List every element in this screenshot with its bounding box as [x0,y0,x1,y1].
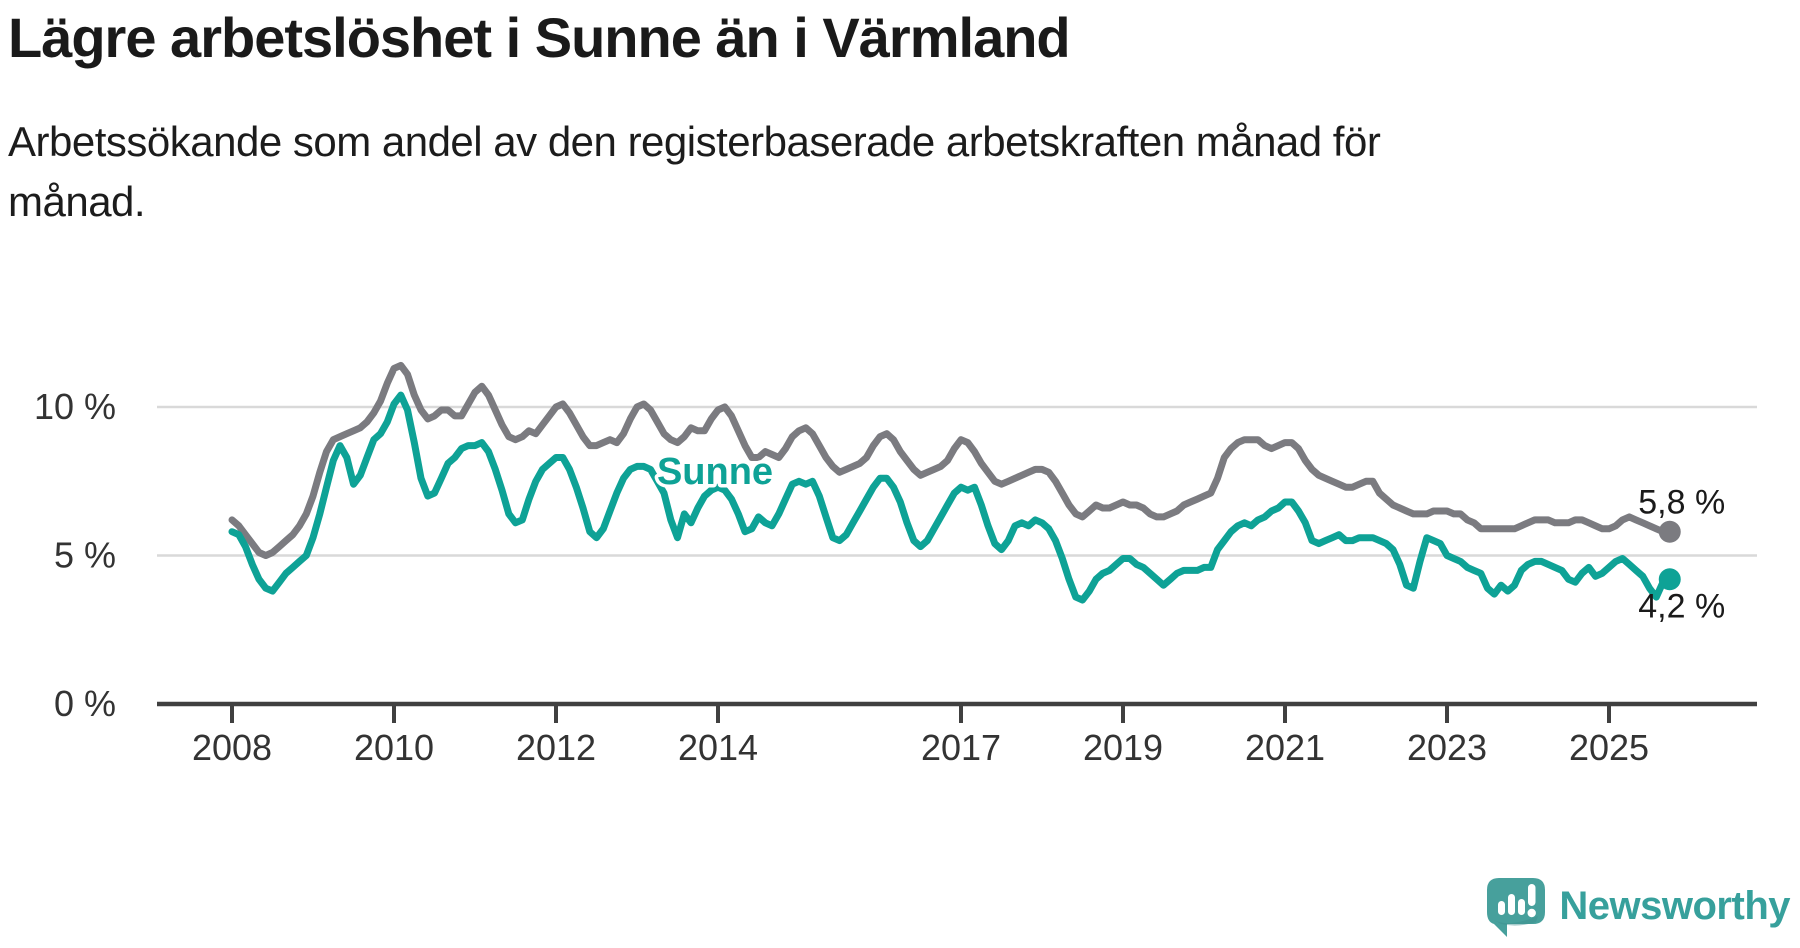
newsworthy-logo: Newsworthy [1485,876,1790,940]
vrmland-value-label: 5,8 % [1638,484,1725,522]
x-axis-tick-label: 2025 [1569,727,1649,768]
y-axis-tick-label: 5 % [54,535,116,576]
x-axis-tick-label: 2008 [192,727,272,768]
logo-bars [1498,884,1537,918]
gridlines-group [157,405,1757,557]
x-axis-tick-label: 2019 [1083,727,1163,768]
sunne-line [228,391,1674,604]
x-axis-tick-label: 2014 [678,727,758,768]
vrmland-line [228,361,1674,559]
sunne-series-label: Sunne [657,451,773,493]
y-axis-tick-label: 10 % [34,386,116,427]
x-axis-tick-label: 2017 [921,727,1001,768]
page-title: Lägre arbetslöshet i Sunne än i Värmland [8,6,1071,69]
x-axis-tick-label: 2012 [516,727,596,768]
sunne-end-dot [1658,568,1681,591]
x-axis-tick-label: 2021 [1245,727,1325,768]
sunne-value-label: 4,2 % [1638,587,1725,625]
x-axis-tick-label: 2010 [354,727,434,768]
chart-header: Lägre arbetslöshet i Sunne än i Värmland… [8,6,1788,232]
vrmland-end-dot [1658,520,1681,543]
x-axis-tick-label: 2023 [1407,727,1487,768]
y-axis-tick-label: 0 % [54,683,116,724]
chart-subtitle: Arbetssökande som andel av den registerb… [8,118,1381,225]
labels-group: 5,8 % 4,2 % Sunne [653,448,1725,626]
newsworthy-logo-icon [1487,878,1546,937]
newsworthy-logo-text: Newsworthy [1559,883,1790,928]
axis-group: 2008 2010 2012 2014 2017 2019 2021 2023 2025 0 % 5… [34,386,1757,768]
series-group [228,361,1681,604]
